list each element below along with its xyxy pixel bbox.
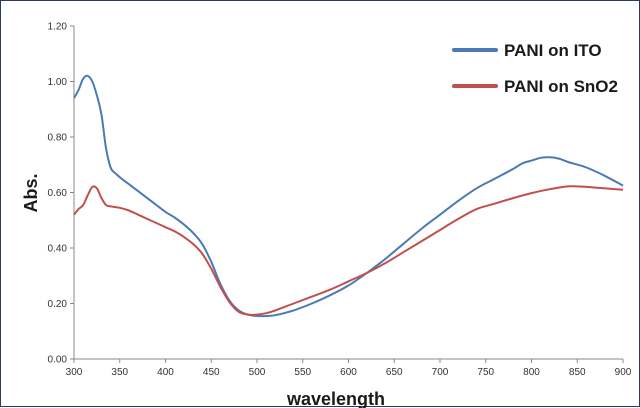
tick-labels: 0.00 0.20 0.40 0.60 0.80 1.00 1.20 300 350 400 450… (48, 22, 632, 379)
y-tick-label: 1.00 (48, 77, 68, 88)
series-lines (73, 74, 624, 318)
x-tick-label: 700 (432, 367, 449, 378)
x-tick-label: 500 (249, 367, 266, 378)
x-axis-label: wavelength (286, 389, 385, 408)
x-tick-label: 800 (523, 367, 540, 378)
y-tick-label: 0.20 (48, 299, 68, 310)
y-tick-label: 0.40 (48, 244, 68, 255)
x-tick-label: 600 (340, 367, 357, 378)
y-tick-label: 0.80 (48, 133, 68, 144)
x-tick-label: 850 (569, 367, 586, 378)
y-tick-label: 1.20 (48, 22, 68, 33)
x-tick-label: 900 (615, 367, 632, 378)
x-tick-label: 750 (477, 367, 494, 378)
legend: PANI on ITO PANI on SnO2 (452, 41, 618, 96)
x-tick-label: 550 (294, 367, 311, 378)
series-line-pani-on-sno2 (73, 185, 624, 316)
axes (70, 25, 624, 363)
x-tick-label: 350 (111, 367, 128, 378)
legend-label-pani-on-ito: PANI on ITO (504, 41, 602, 60)
x-tick-label: 300 (66, 367, 83, 378)
x-tick-label: 650 (386, 367, 403, 378)
y-tick-label: 0.60 (48, 188, 68, 199)
series-line-pani-on-ito (73, 74, 624, 318)
legend-label-pani-on-sno2: PANI on SnO2 (504, 77, 618, 96)
y-axis-label: Abs. (21, 173, 41, 212)
y-tick-label: 0.00 (48, 355, 68, 366)
x-tick-label: 400 (157, 367, 174, 378)
x-tick-label: 450 (203, 367, 220, 378)
